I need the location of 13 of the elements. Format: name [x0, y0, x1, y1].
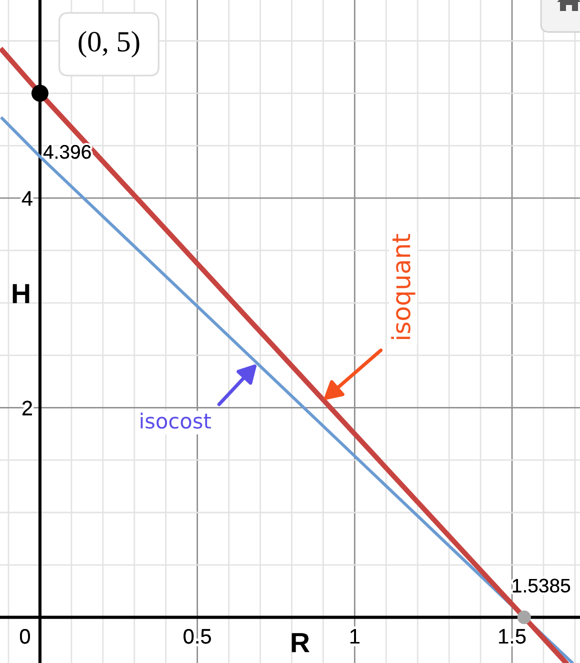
- annotation: (0, 5): [78, 31, 140, 58]
- annotation: isoquant: [391, 234, 416, 339]
- x-tick-label: 1: [350, 629, 360, 644]
- annotation: 4.396: [43, 145, 91, 159]
- y-axis-title: H: [12, 284, 30, 304]
- x-axis-title: R: [292, 633, 310, 652]
- annotation: isocost: [140, 412, 211, 429]
- y-tick-label: 2: [22, 400, 32, 416]
- y-tick-label: 4: [22, 191, 32, 206]
- x-tick-label: 0: [20, 628, 30, 644]
- x-tick-label: 0.5: [184, 628, 211, 644]
- x-tick-label: 1.5: [499, 629, 526, 644]
- annotation: 1.5385: [512, 578, 570, 593]
